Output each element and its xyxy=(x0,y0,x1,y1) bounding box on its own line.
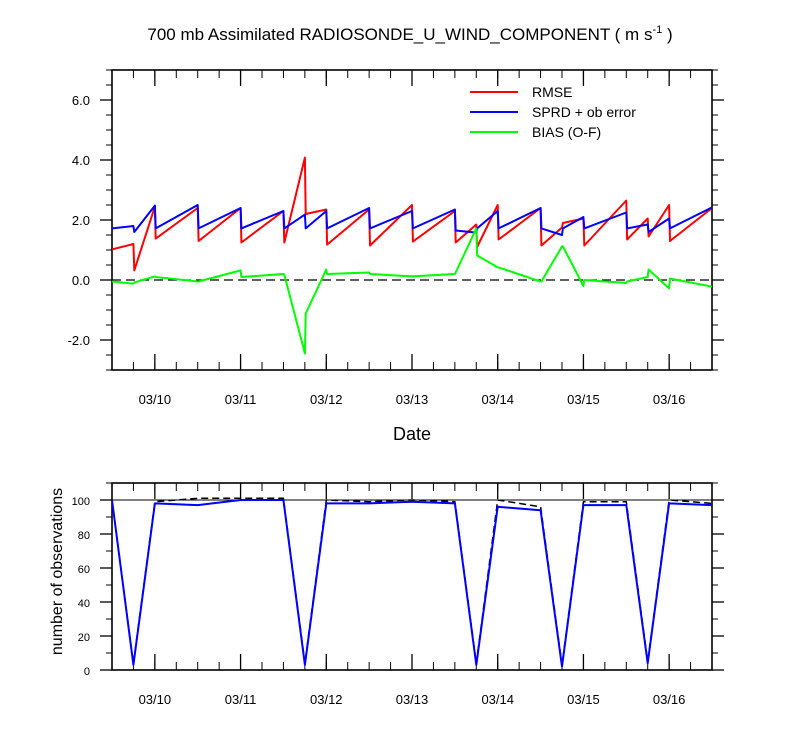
legend-label: SPRD + ob error xyxy=(532,104,636,120)
x-tick-label: 03/16 xyxy=(653,692,686,707)
x-tick-label: 03/15 xyxy=(567,692,600,707)
x-tick-label: 03/14 xyxy=(481,692,514,707)
chart-title: 700 mb Assimilated RADIOSONDE_U_WIND_COM… xyxy=(147,24,672,44)
x-tick-label: 03/15 xyxy=(567,392,600,407)
series-line-possible-observations xyxy=(112,497,712,666)
y-tick-label: 80 xyxy=(78,530,90,542)
series-line-assimilated-observations xyxy=(112,499,712,668)
x-tick-label: 03/10 xyxy=(139,392,172,407)
x-tick-label: 03/12 xyxy=(310,692,343,707)
bottom-panel: 03/10 03/11 03/12 03/13 03/14 03/15 03/16 0 20 40… xyxy=(49,482,724,707)
series-line-sprd-ob-error xyxy=(112,204,712,236)
y-tick-label: -2.0 xyxy=(68,333,90,348)
y-tick-label: 100 xyxy=(72,496,90,508)
plot-frame xyxy=(111,482,713,671)
y-tick-label: 4.0 xyxy=(72,153,90,168)
y-tick-label: 20 xyxy=(78,632,90,644)
legend: RMSE SPRD + ob error BIAS (O-F) xyxy=(470,84,636,140)
x-tick-label: 03/11 xyxy=(225,392,257,407)
legend-label: RMSE xyxy=(532,84,572,100)
x-tick-label: 03/12 xyxy=(310,392,343,407)
y-tick-label: 60 xyxy=(78,564,90,576)
series-line-rmse xyxy=(112,156,712,272)
x-tick-label: 03/13 xyxy=(396,392,429,407)
y-tick-label: 6.0 xyxy=(72,93,90,108)
x-tick-label: 03/13 xyxy=(396,692,429,707)
x-tick-label: 03/10 xyxy=(139,692,172,707)
x-tick-label: 03/14 xyxy=(481,392,514,407)
x-tick-label: 03/16 xyxy=(653,392,686,407)
y-tick-label: 40 xyxy=(78,598,90,610)
y-tick-label: 0 xyxy=(84,666,90,678)
y-tick-label: 2.0 xyxy=(72,213,90,228)
x-axis-title: Date xyxy=(393,424,431,444)
top-panel: 03/10 03/11 03/12 03/13 03/14 03/15 03/16 -2.0 0… xyxy=(68,69,724,444)
series-line-bias-o-f xyxy=(112,227,712,355)
x-tick-label: 03/11 xyxy=(225,692,257,707)
y-axis-title: number of observations xyxy=(49,488,66,655)
y-tick-label: 0.0 xyxy=(72,273,90,288)
legend-label: BIAS (O-F) xyxy=(532,124,601,140)
